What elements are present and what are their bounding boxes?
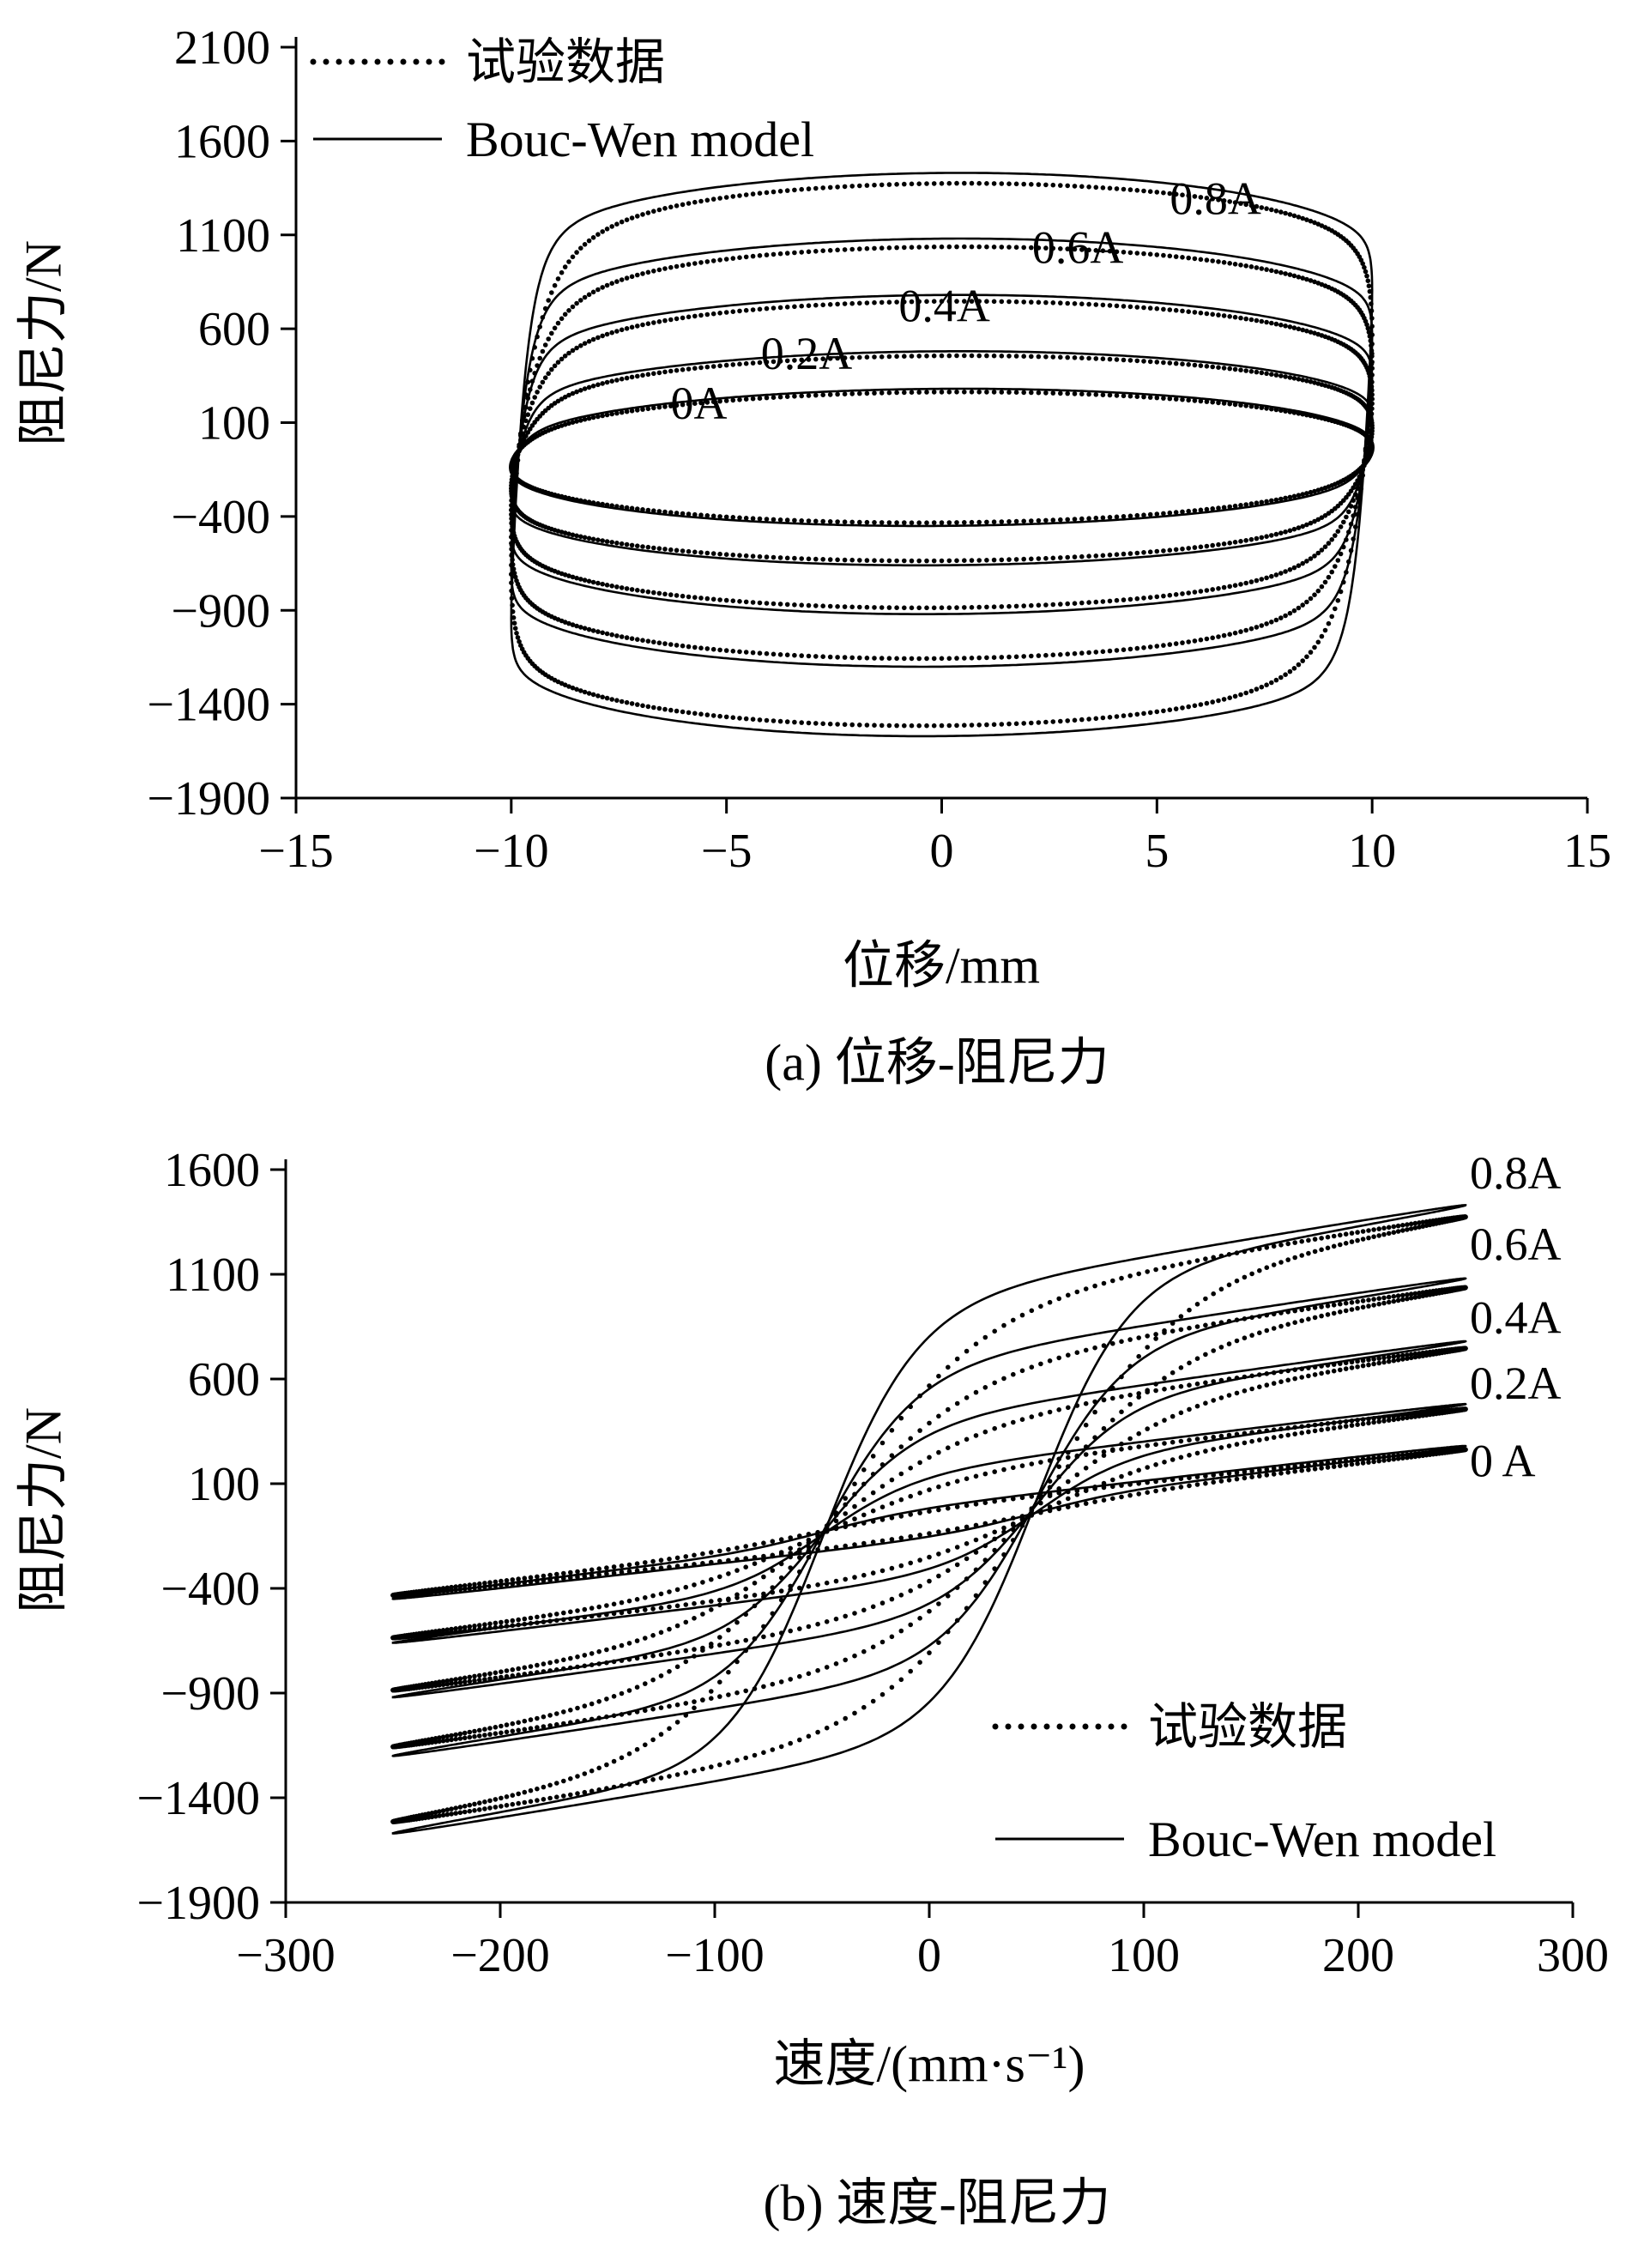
model-curve-0.2A — [510, 350, 1374, 567]
experimental-dots-0.8A — [390, 1214, 1468, 1824]
y-tick-label: −1900 — [147, 772, 270, 826]
y-tick-label: 1100 — [166, 1249, 260, 1302]
model-curve-0.6A — [391, 1277, 1467, 1757]
current-label-0.8A: 0.8A — [1170, 173, 1261, 225]
y-tick-label: −900 — [160, 1667, 260, 1721]
x-tick-label: −300 — [236, 1929, 335, 1982]
chart-b: −300 −200 −100 0 100 200 300 1600 1100 600 100 −400… — [136, 1144, 1609, 1982]
experimental-dots-0A — [509, 390, 1375, 525]
y-axis-label-b: 阻尼力/N — [15, 1407, 72, 1613]
y-tick-label: −400 — [160, 1563, 260, 1616]
model-curve-0.4A — [510, 293, 1374, 615]
y-tick-label: −1400 — [147, 679, 270, 732]
chart-a: −15 −10 −5 0 5 10 15 2100 1600 1100 600 100 −400 −900… — [147, 21, 1611, 878]
legend-dotted-marker — [310, 58, 445, 65]
x-tick-label: −5 — [701, 825, 753, 878]
model-curve-0.8A — [510, 172, 1374, 738]
x-tick-label: 200 — [1322, 1929, 1394, 1982]
y-tick-label: −900 — [171, 584, 270, 638]
y-tick-label: 1100 — [176, 209, 270, 263]
y-tick-label: −1400 — [136, 1772, 260, 1825]
y-tick-label: 100 — [198, 397, 270, 451]
axes-b — [284, 1159, 1573, 1904]
x-tick-label: 0 — [930, 825, 954, 878]
x-tick-label: 15 — [1563, 825, 1611, 878]
current-label-0A: 0 A — [1470, 1435, 1536, 1486]
x-tick-label: −200 — [450, 1929, 550, 1982]
current-label-0.4A: 0.4A — [1470, 1291, 1562, 1343]
current-label-0.8A: 0.8A — [1470, 1147, 1562, 1199]
current-label-0A: 0A — [670, 378, 727, 429]
x-tick-label: 0 — [917, 1929, 941, 1982]
model-curve-0.2A — [391, 1402, 1467, 1644]
x-tick-label: 100 — [1108, 1929, 1180, 1982]
y-tick-label: 600 — [188, 1353, 260, 1406]
legend-model-label: Bouc-Wen model — [466, 112, 814, 167]
caption-b: (b) 速度-阻尼力 — [763, 2174, 1111, 2232]
x-tick-label: −10 — [474, 825, 549, 878]
legend-exp-label: 试验数据 — [1148, 1699, 1347, 1755]
current-label-0.2A: 0.2A — [761, 328, 853, 379]
model-curve-0.8A — [391, 1204, 1467, 1835]
x-axis-label-a: 位移/mm — [842, 937, 1041, 995]
legend-dotted-marker — [992, 1723, 1127, 1730]
x-tick-label: −15 — [258, 825, 334, 878]
y-tick-label: 1600 — [174, 115, 270, 168]
model-curve-0.4A — [391, 1340, 1467, 1699]
legend-b: 试验数据 Bouc-Wen model — [992, 1699, 1496, 1867]
model-curve-0.6A — [510, 237, 1374, 668]
model-curve-0A — [391, 1444, 1467, 1600]
current-label-0.6A: 0.6A — [1032, 222, 1124, 274]
y-tick-label: 100 — [188, 1458, 260, 1511]
x-tick-label: 10 — [1348, 825, 1396, 878]
current-label-0.2A: 0.2A — [1470, 1358, 1562, 1409]
legend-model-label: Bouc-Wen model — [1148, 1811, 1496, 1867]
y-tick-label: 1600 — [164, 1144, 260, 1197]
legend-a: 试验数据 Bouc-Wen model — [310, 34, 814, 167]
y-tick-label: −1900 — [136, 1877, 260, 1930]
x-tick-label: 300 — [1537, 1929, 1609, 1982]
experimental-dots-0.2A — [509, 353, 1375, 564]
x-axis-label-b: 速度/(mm·s⁻¹) — [773, 2035, 1085, 2093]
y-tick-label: −400 — [171, 491, 270, 544]
x-tick-label: 5 — [1145, 825, 1169, 878]
caption-a: (a) 位移-阻尼力 — [765, 1034, 1109, 1092]
current-label-0.6A: 0.6A — [1470, 1219, 1562, 1270]
legend-exp-label: 试验数据 — [466, 34, 665, 90]
experimental-dots-0A — [390, 1447, 1468, 1598]
y-axis-label-a: 阻尼力/N — [15, 240, 72, 446]
experimental-dots-0.4A — [390, 1346, 1468, 1693]
y-tick-label: 600 — [198, 303, 270, 356]
x-tick-label: −100 — [665, 1929, 765, 1982]
experimental-dots-0.4A — [509, 299, 1375, 611]
y-tick-label: 2100 — [174, 21, 270, 75]
experimental-dots-0.6A — [390, 1285, 1468, 1750]
current-label-0.4A: 0.4A — [898, 280, 990, 331]
experimental-dots-0.2A — [390, 1406, 1468, 1641]
experimental-dots-0.8A — [509, 180, 1375, 729]
